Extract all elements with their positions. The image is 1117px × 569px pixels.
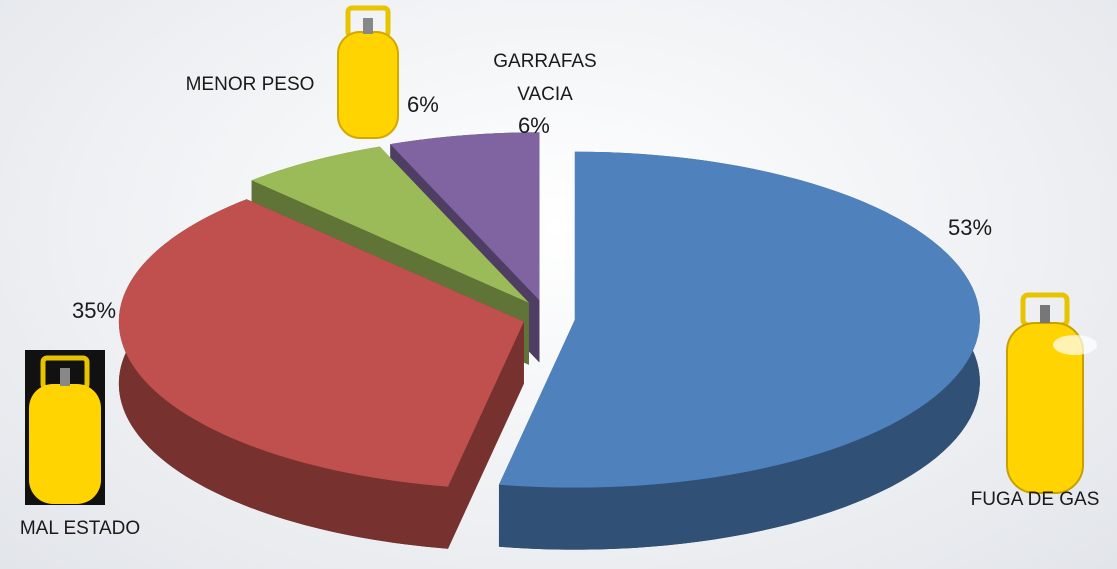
data-label: 6% — [407, 92, 439, 117]
data-label: 53% — [948, 215, 993, 240]
slice-side — [447, 321, 524, 549]
slice-wall — [118, 199, 448, 549]
data-label: 35% — [72, 298, 117, 323]
cylinder-icon — [1006, 292, 1097, 494]
slice-top — [251, 146, 529, 303]
data-label: 6% — [518, 113, 550, 138]
cylinder-icon — [337, 5, 399, 139]
icons — [25, 5, 1097, 505]
slice-top — [498, 151, 980, 488]
category-label: FUGA DE GAS — [970, 489, 1100, 510]
slice-top — [118, 199, 524, 487]
category-label: MENOR PESO — [185, 74, 315, 95]
slice — [118, 199, 524, 549]
slice — [498, 151, 980, 550]
category-label: GARRAFAS VACIA — [493, 51, 597, 105]
category-label: MAL ESTADO — [19, 518, 141, 539]
cylinder-icon — [25, 350, 105, 505]
slice-top — [390, 132, 540, 301]
